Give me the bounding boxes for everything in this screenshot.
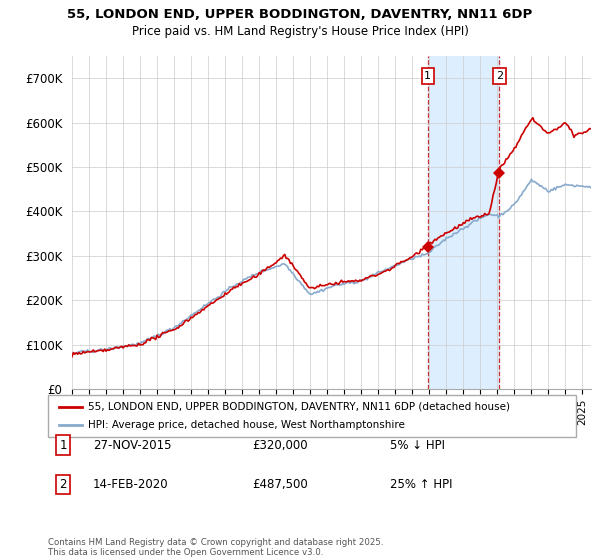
Text: Price paid vs. HM Land Registry's House Price Index (HPI): Price paid vs. HM Land Registry's House … — [131, 25, 469, 38]
Text: 2: 2 — [496, 71, 503, 81]
Text: £487,500: £487,500 — [252, 478, 308, 491]
Text: 27-NOV-2015: 27-NOV-2015 — [93, 438, 172, 452]
Text: Contains HM Land Registry data © Crown copyright and database right 2025.
This d: Contains HM Land Registry data © Crown c… — [48, 538, 383, 557]
FancyBboxPatch shape — [48, 395, 576, 437]
Text: £320,000: £320,000 — [252, 438, 308, 452]
Text: 25% ↑ HPI: 25% ↑ HPI — [390, 478, 452, 491]
Text: 5% ↓ HPI: 5% ↓ HPI — [390, 438, 445, 452]
Text: 14-FEB-2020: 14-FEB-2020 — [93, 478, 169, 491]
Text: 1: 1 — [424, 71, 431, 81]
Text: 55, LONDON END, UPPER BODDINGTON, DAVENTRY, NN11 6DP: 55, LONDON END, UPPER BODDINGTON, DAVENT… — [67, 8, 533, 21]
Text: 2: 2 — [59, 478, 67, 491]
Bar — [428, 56, 499, 389]
Text: 1: 1 — [59, 438, 67, 452]
Text: HPI: Average price, detached house, West Northamptonshire: HPI: Average price, detached house, West… — [88, 420, 404, 430]
Text: 55, LONDON END, UPPER BODDINGTON, DAVENTRY, NN11 6DP (detached house): 55, LONDON END, UPPER BODDINGTON, DAVENT… — [88, 402, 509, 412]
